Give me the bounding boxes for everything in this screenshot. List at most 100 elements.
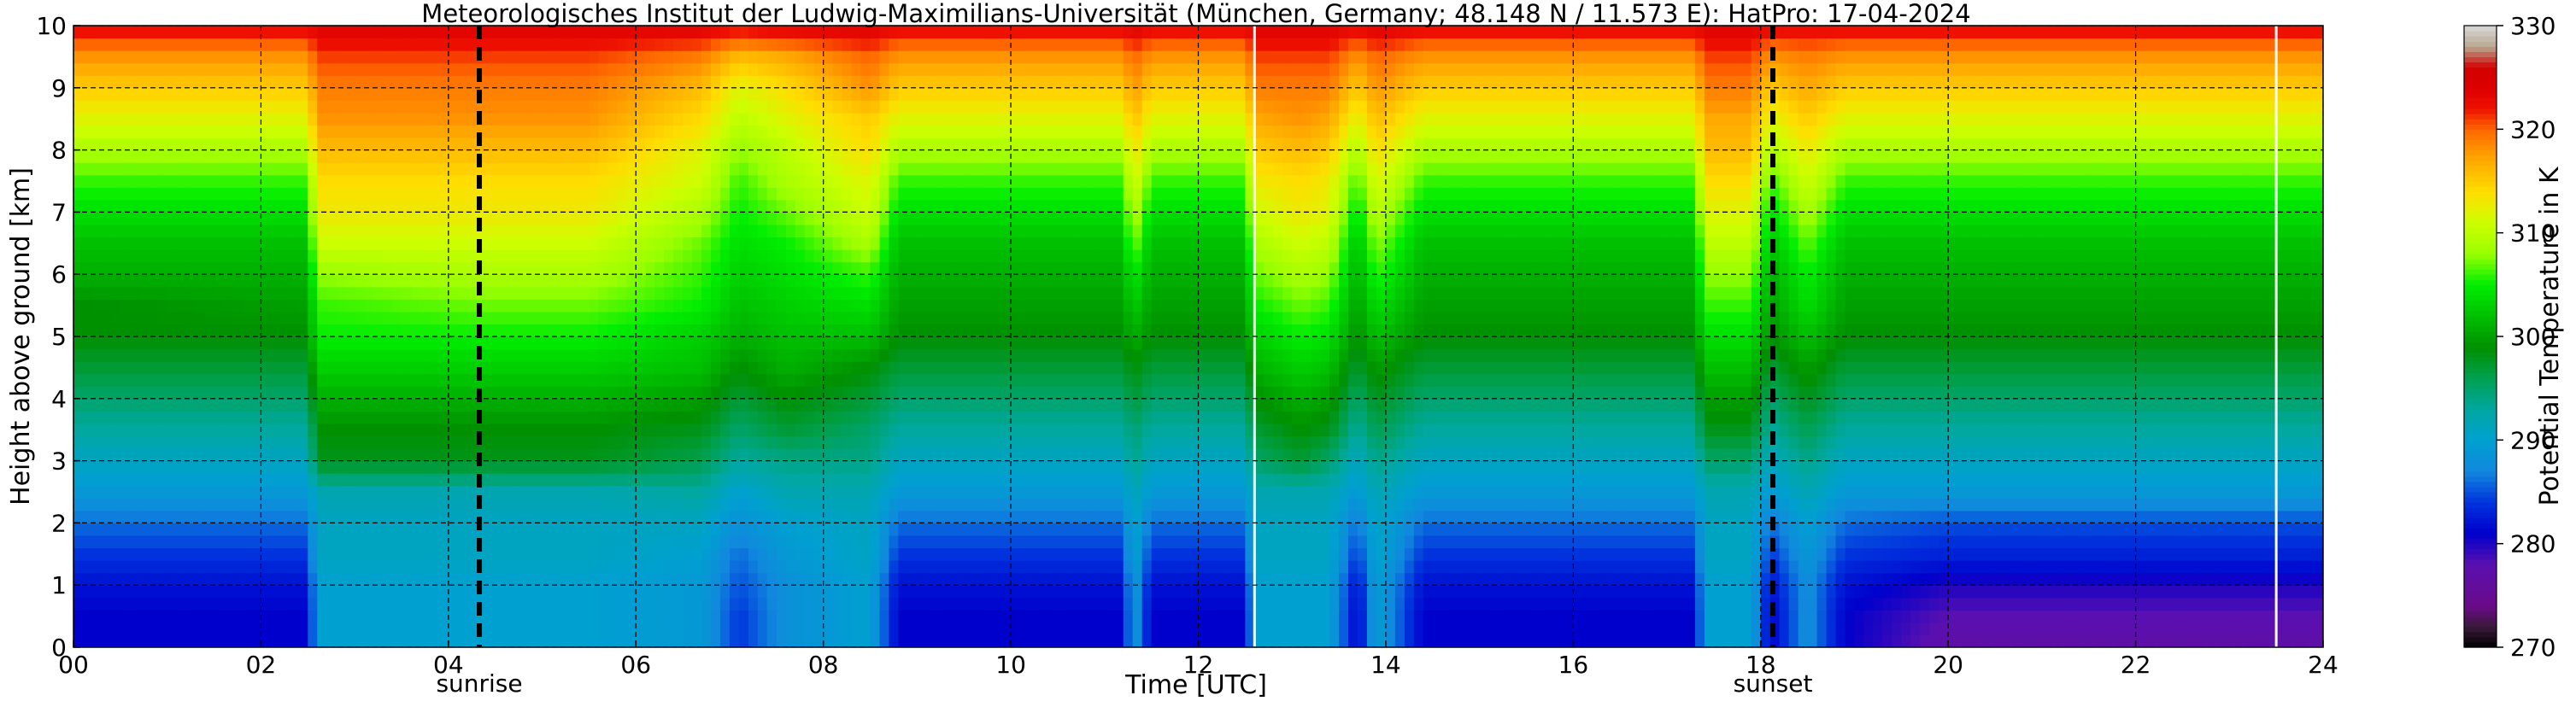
heatmap-cell	[232, 622, 244, 636]
heatmap-cell	[917, 249, 927, 263]
heatmap-cell	[242, 149, 253, 163]
heatmap-cell	[420, 237, 431, 250]
heatmap-cell	[532, 299, 543, 313]
heatmap-cell	[832, 286, 843, 300]
heatmap-cell	[542, 137, 553, 151]
heatmap-cell	[532, 386, 543, 400]
heatmap-cell	[701, 112, 712, 126]
heatmap-cell	[355, 274, 365, 288]
heatmap-cell	[719, 100, 731, 114]
heatmap-cell	[383, 597, 393, 611]
heatmap-cell	[907, 149, 918, 163]
heatmap-cell	[823, 373, 834, 387]
heatmap-cell	[495, 87, 506, 101]
heatmap-cell	[410, 498, 421, 511]
heatmap-cell	[504, 498, 515, 511]
heatmap-cell	[317, 112, 327, 126]
heatmap-cell	[532, 411, 543, 424]
heatmap-cell	[607, 299, 618, 313]
heatmap-cell	[719, 224, 731, 238]
heatmap-cell	[513, 485, 525, 499]
heatmap-cell	[719, 274, 731, 288]
heatmap-cell	[138, 460, 150, 474]
heatmap-cell	[73, 547, 84, 561]
heatmap-cell	[157, 224, 168, 238]
heatmap-cell	[813, 125, 824, 138]
heatmap-cell	[401, 547, 412, 561]
heatmap-cell	[392, 311, 402, 325]
heatmap-cell	[195, 386, 206, 400]
heatmap-cell	[795, 585, 806, 599]
heatmap-cell	[373, 523, 384, 536]
heatmap-cell	[232, 199, 244, 213]
heatmap-cell	[954, 62, 965, 76]
heatmap-cell	[711, 261, 721, 275]
heatmap-cell	[711, 311, 721, 325]
heatmap-cell	[954, 299, 965, 313]
heatmap-cell	[776, 560, 787, 574]
heatmap-cell	[420, 585, 431, 599]
heatmap-cell	[513, 311, 525, 325]
heatmap-cell	[513, 373, 525, 387]
heatmap-cell	[82, 348, 93, 362]
heatmap-cell	[466, 286, 478, 300]
heatmap-cell	[683, 361, 693, 375]
heatmap-cell	[851, 112, 862, 126]
heatmap-cell	[223, 572, 234, 586]
heatmap-cell	[683, 324, 693, 337]
heatmap-cell	[373, 398, 384, 412]
heatmap-cell	[308, 125, 318, 138]
heatmap-cell	[692, 38, 702, 51]
heatmap-cell	[532, 187, 543, 201]
heatmap-cell	[110, 75, 121, 89]
heatmap-cell	[279, 324, 290, 337]
heatmap-cell	[542, 299, 553, 313]
heatmap-cell	[879, 473, 890, 487]
heatmap-cell	[776, 398, 787, 412]
heatmap-cell	[410, 361, 421, 375]
heatmap-cell	[973, 622, 983, 636]
heatmap-cell	[223, 361, 234, 375]
heatmap-cell	[355, 485, 365, 499]
heatmap-cell	[973, 174, 983, 188]
heatmap-cell	[570, 373, 581, 387]
heatmap-cell	[279, 38, 290, 51]
heatmap-cell	[345, 572, 355, 586]
heatmap-cell	[157, 572, 168, 586]
heatmap-cell	[91, 299, 103, 313]
heatmap-cell	[176, 311, 187, 325]
heatmap-cell	[176, 473, 187, 487]
heatmap-cell	[917, 523, 927, 536]
heatmap-cell	[429, 448, 440, 462]
heatmap-cell	[242, 162, 253, 176]
heatmap-cell	[673, 473, 684, 487]
heatmap-cell	[289, 423, 299, 437]
heatmap-cell	[513, 87, 525, 101]
heatmap-cell	[298, 237, 308, 250]
heatmap-cell	[589, 361, 599, 375]
heatmap-cell	[973, 149, 983, 163]
heatmap-cell	[926, 597, 936, 611]
heatmap-cell	[983, 87, 993, 101]
heatmap-cell	[757, 547, 768, 561]
heatmap-cell	[832, 622, 843, 636]
heatmap-cell	[392, 473, 402, 487]
heatmap-cell	[832, 149, 843, 163]
heatmap-cell	[889, 286, 900, 300]
heatmap-cell	[401, 62, 412, 76]
heatmap-cell	[664, 373, 674, 387]
heatmap-cell	[317, 560, 327, 574]
heatmap-cell	[560, 174, 572, 188]
heatmap-cell	[617, 498, 627, 511]
heatmap-cell	[870, 237, 881, 250]
heatmap-cell	[917, 174, 927, 188]
heatmap-cell	[438, 411, 449, 424]
heatmap-cell	[176, 535, 187, 549]
heatmap-cell	[91, 610, 103, 623]
heatmap-cell	[148, 373, 159, 387]
heatmap-cell	[964, 212, 974, 225]
heatmap-cell	[392, 38, 402, 51]
heatmap-cell	[551, 485, 562, 499]
heatmap-cell	[748, 572, 759, 586]
heatmap-cell	[157, 261, 168, 275]
